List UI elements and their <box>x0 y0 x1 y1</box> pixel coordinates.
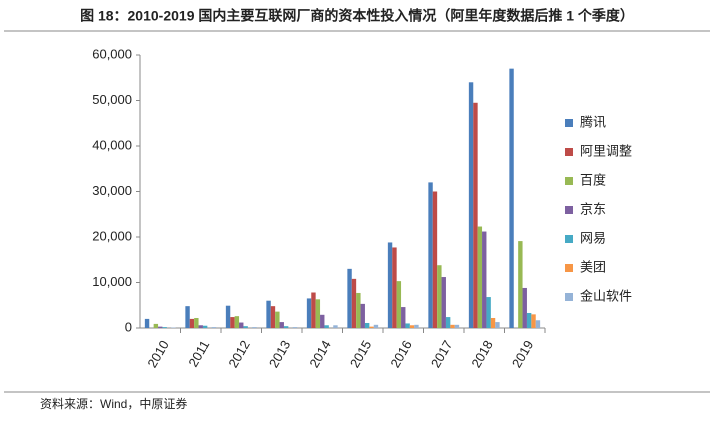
bar <box>266 301 270 328</box>
bar <box>284 326 288 328</box>
legend-label: 百度 <box>580 172 606 187</box>
bar <box>486 297 490 328</box>
bar <box>495 322 499 328</box>
legend-swatch <box>565 177 573 185</box>
bar <box>280 322 284 328</box>
bar <box>333 325 337 328</box>
bar <box>154 324 158 328</box>
bar <box>212 327 216 328</box>
bar <box>523 288 527 328</box>
bar <box>388 242 392 328</box>
bar <box>185 306 189 328</box>
x-tick-label: 2010 <box>144 338 171 371</box>
bar <box>356 293 360 328</box>
legend-label: 网易 <box>580 230 606 245</box>
bar <box>230 317 234 328</box>
bar <box>352 279 356 328</box>
legend-swatch <box>565 293 573 301</box>
bar <box>162 327 166 328</box>
bar <box>401 307 405 328</box>
y-tick-label: 10,000 <box>92 274 132 289</box>
bar <box>293 327 297 328</box>
bar <box>235 316 239 328</box>
legend-swatch <box>565 235 573 243</box>
x-tick-label: 2016 <box>387 338 414 371</box>
y-tick-label: 60,000 <box>92 46 132 61</box>
x-tick-label: 2019 <box>509 338 536 371</box>
bar <box>320 315 324 328</box>
legend-label: 金山软件 <box>580 288 632 303</box>
legend-swatch <box>565 119 573 127</box>
bar <box>491 318 495 328</box>
bar <box>536 320 540 328</box>
bar <box>239 323 243 328</box>
bar <box>437 265 441 328</box>
bar <box>446 317 450 328</box>
x-tick-label: 2017 <box>428 338 455 371</box>
x-tick-label: 2012 <box>225 338 252 371</box>
x-tick-label: 2011 <box>185 338 212 370</box>
bar <box>275 312 279 328</box>
bar <box>190 319 194 328</box>
y-tick-label: 50,000 <box>92 92 132 107</box>
bar <box>271 306 275 328</box>
bar <box>365 323 369 328</box>
bar <box>442 277 446 328</box>
bar <box>324 325 328 328</box>
bar <box>482 232 486 328</box>
bar <box>469 82 473 328</box>
bar <box>455 325 459 328</box>
x-tick-label: 2014 <box>306 338 333 371</box>
legend-label: 阿里调整 <box>580 143 632 158</box>
y-tick-label: 40,000 <box>92 137 132 152</box>
bar <box>307 298 311 328</box>
bar <box>478 227 482 328</box>
bar <box>203 326 207 328</box>
bar <box>199 325 203 328</box>
x-tick-label: 2015 <box>347 338 374 371</box>
legend-swatch <box>565 148 573 156</box>
bar <box>527 313 531 328</box>
legend-swatch <box>565 206 573 214</box>
bar <box>311 293 315 328</box>
bar <box>369 327 373 328</box>
bar <box>252 327 256 328</box>
bar <box>145 319 149 328</box>
bar <box>243 326 247 328</box>
y-tick-label: 20,000 <box>92 228 132 243</box>
bar <box>347 269 351 328</box>
bar <box>433 192 437 329</box>
bar <box>531 314 535 328</box>
legend-swatch <box>565 264 573 272</box>
legend-label: 京东 <box>580 201 606 216</box>
bar <box>226 306 230 328</box>
bar <box>158 327 162 328</box>
legend-label: 腾讯 <box>580 114 606 129</box>
bar <box>194 318 198 328</box>
bar <box>316 299 320 328</box>
legend-label: 美团 <box>580 259 606 274</box>
y-tick-label: 0 <box>125 319 132 334</box>
bar <box>405 323 409 328</box>
x-tick-label: 2018 <box>468 338 495 371</box>
bar <box>361 304 365 328</box>
bar <box>518 241 522 328</box>
bar <box>392 247 396 328</box>
bar <box>414 325 418 328</box>
y-tick-label: 30,000 <box>92 183 132 198</box>
bar <box>509 69 513 328</box>
bar <box>374 325 378 328</box>
source: 资料来源：Wind，中原证券 <box>40 396 187 411</box>
bar <box>428 182 432 328</box>
bar <box>397 281 401 328</box>
chart-title: 图 18：2010-2019 国内主要互联网厂商的资本性投入情况（阿里年度数据后… <box>80 8 634 24</box>
bar <box>473 103 477 328</box>
bar <box>450 325 454 328</box>
bar <box>410 325 414 328</box>
x-tick-label: 2013 <box>266 338 293 371</box>
